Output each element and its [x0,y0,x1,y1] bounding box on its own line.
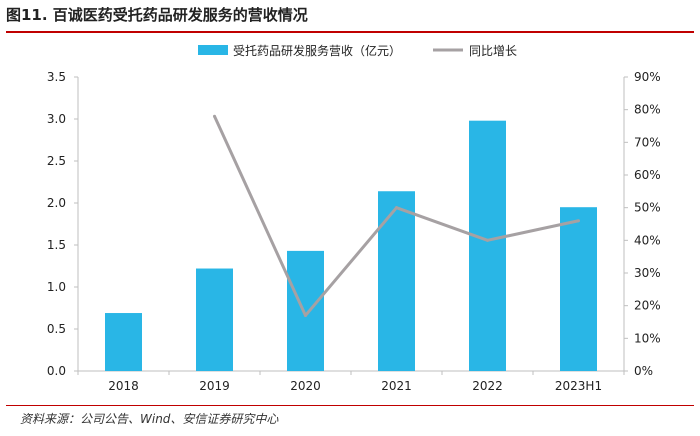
growth-point [577,219,580,223]
y-left-tick-label: 2.5 [47,154,66,168]
growth-point [395,206,398,210]
y-right-tick-label: 60% [634,168,661,182]
legend-label-line: 同比增长 [469,44,517,58]
x-tick-label: 2022 [472,379,503,393]
legend-swatch-bar [198,45,228,55]
bar [196,268,233,371]
y-left-tick-label: 0.0 [47,364,66,378]
growth-point [213,114,216,118]
y-right-tick-label: 10% [634,331,661,345]
figure-title: 图11. 百诚医药受托药品研发服务的营收情况 [6,6,308,24]
y-right-tick-label: 90% [634,70,661,84]
bar [378,191,415,371]
footer-divider [6,405,694,406]
y-right-tick-label: 80% [634,103,661,117]
legend-label-bar: 受托药品研发服务营收（亿元） [233,43,401,58]
y-left-tick-label: 3.0 [47,112,66,126]
source-note: 资料来源：公司公告、Wind、安信证券研究中心 [20,412,279,426]
y-left-tick-label: 2.0 [47,196,66,210]
bar [469,120,506,372]
y-right-tick-label: 0% [634,364,653,378]
y-right-tick-label: 70% [634,135,661,149]
title-divider [6,31,694,33]
growth-point [304,313,307,317]
x-tick-label: 2021 [381,379,412,393]
legend: 受托药品研发服务营收（亿元） 同比增长 [198,43,517,58]
bar [105,313,142,371]
y-left-tick-label: 1.0 [47,280,66,294]
y-right-tick-label: 40% [634,233,661,247]
x-tick-label: 2018 [108,379,139,393]
x-tick-label: 2019 [199,379,230,393]
axes: 0.0 0.5 1.0 1.5 2.0 2.5 3.0 3.5 0% 10% 20% 30% 40% 50… [47,70,661,393]
x-tick-label: 2020 [290,379,321,393]
y-left-tick-label: 0.5 [47,322,66,336]
line-series [213,114,580,317]
y-left-tick-label: 1.5 [47,238,66,252]
bar [560,207,597,371]
y-left-tick-label: 3.5 [47,70,66,84]
x-tick-label: 2023H1 [555,379,602,393]
y-right-tick-label: 50% [634,201,661,215]
growth-point [486,238,489,242]
y-right-tick-label: 30% [634,266,661,280]
bar-series [105,120,597,372]
y-right-tick-label: 20% [634,299,661,313]
bar [287,250,324,371]
